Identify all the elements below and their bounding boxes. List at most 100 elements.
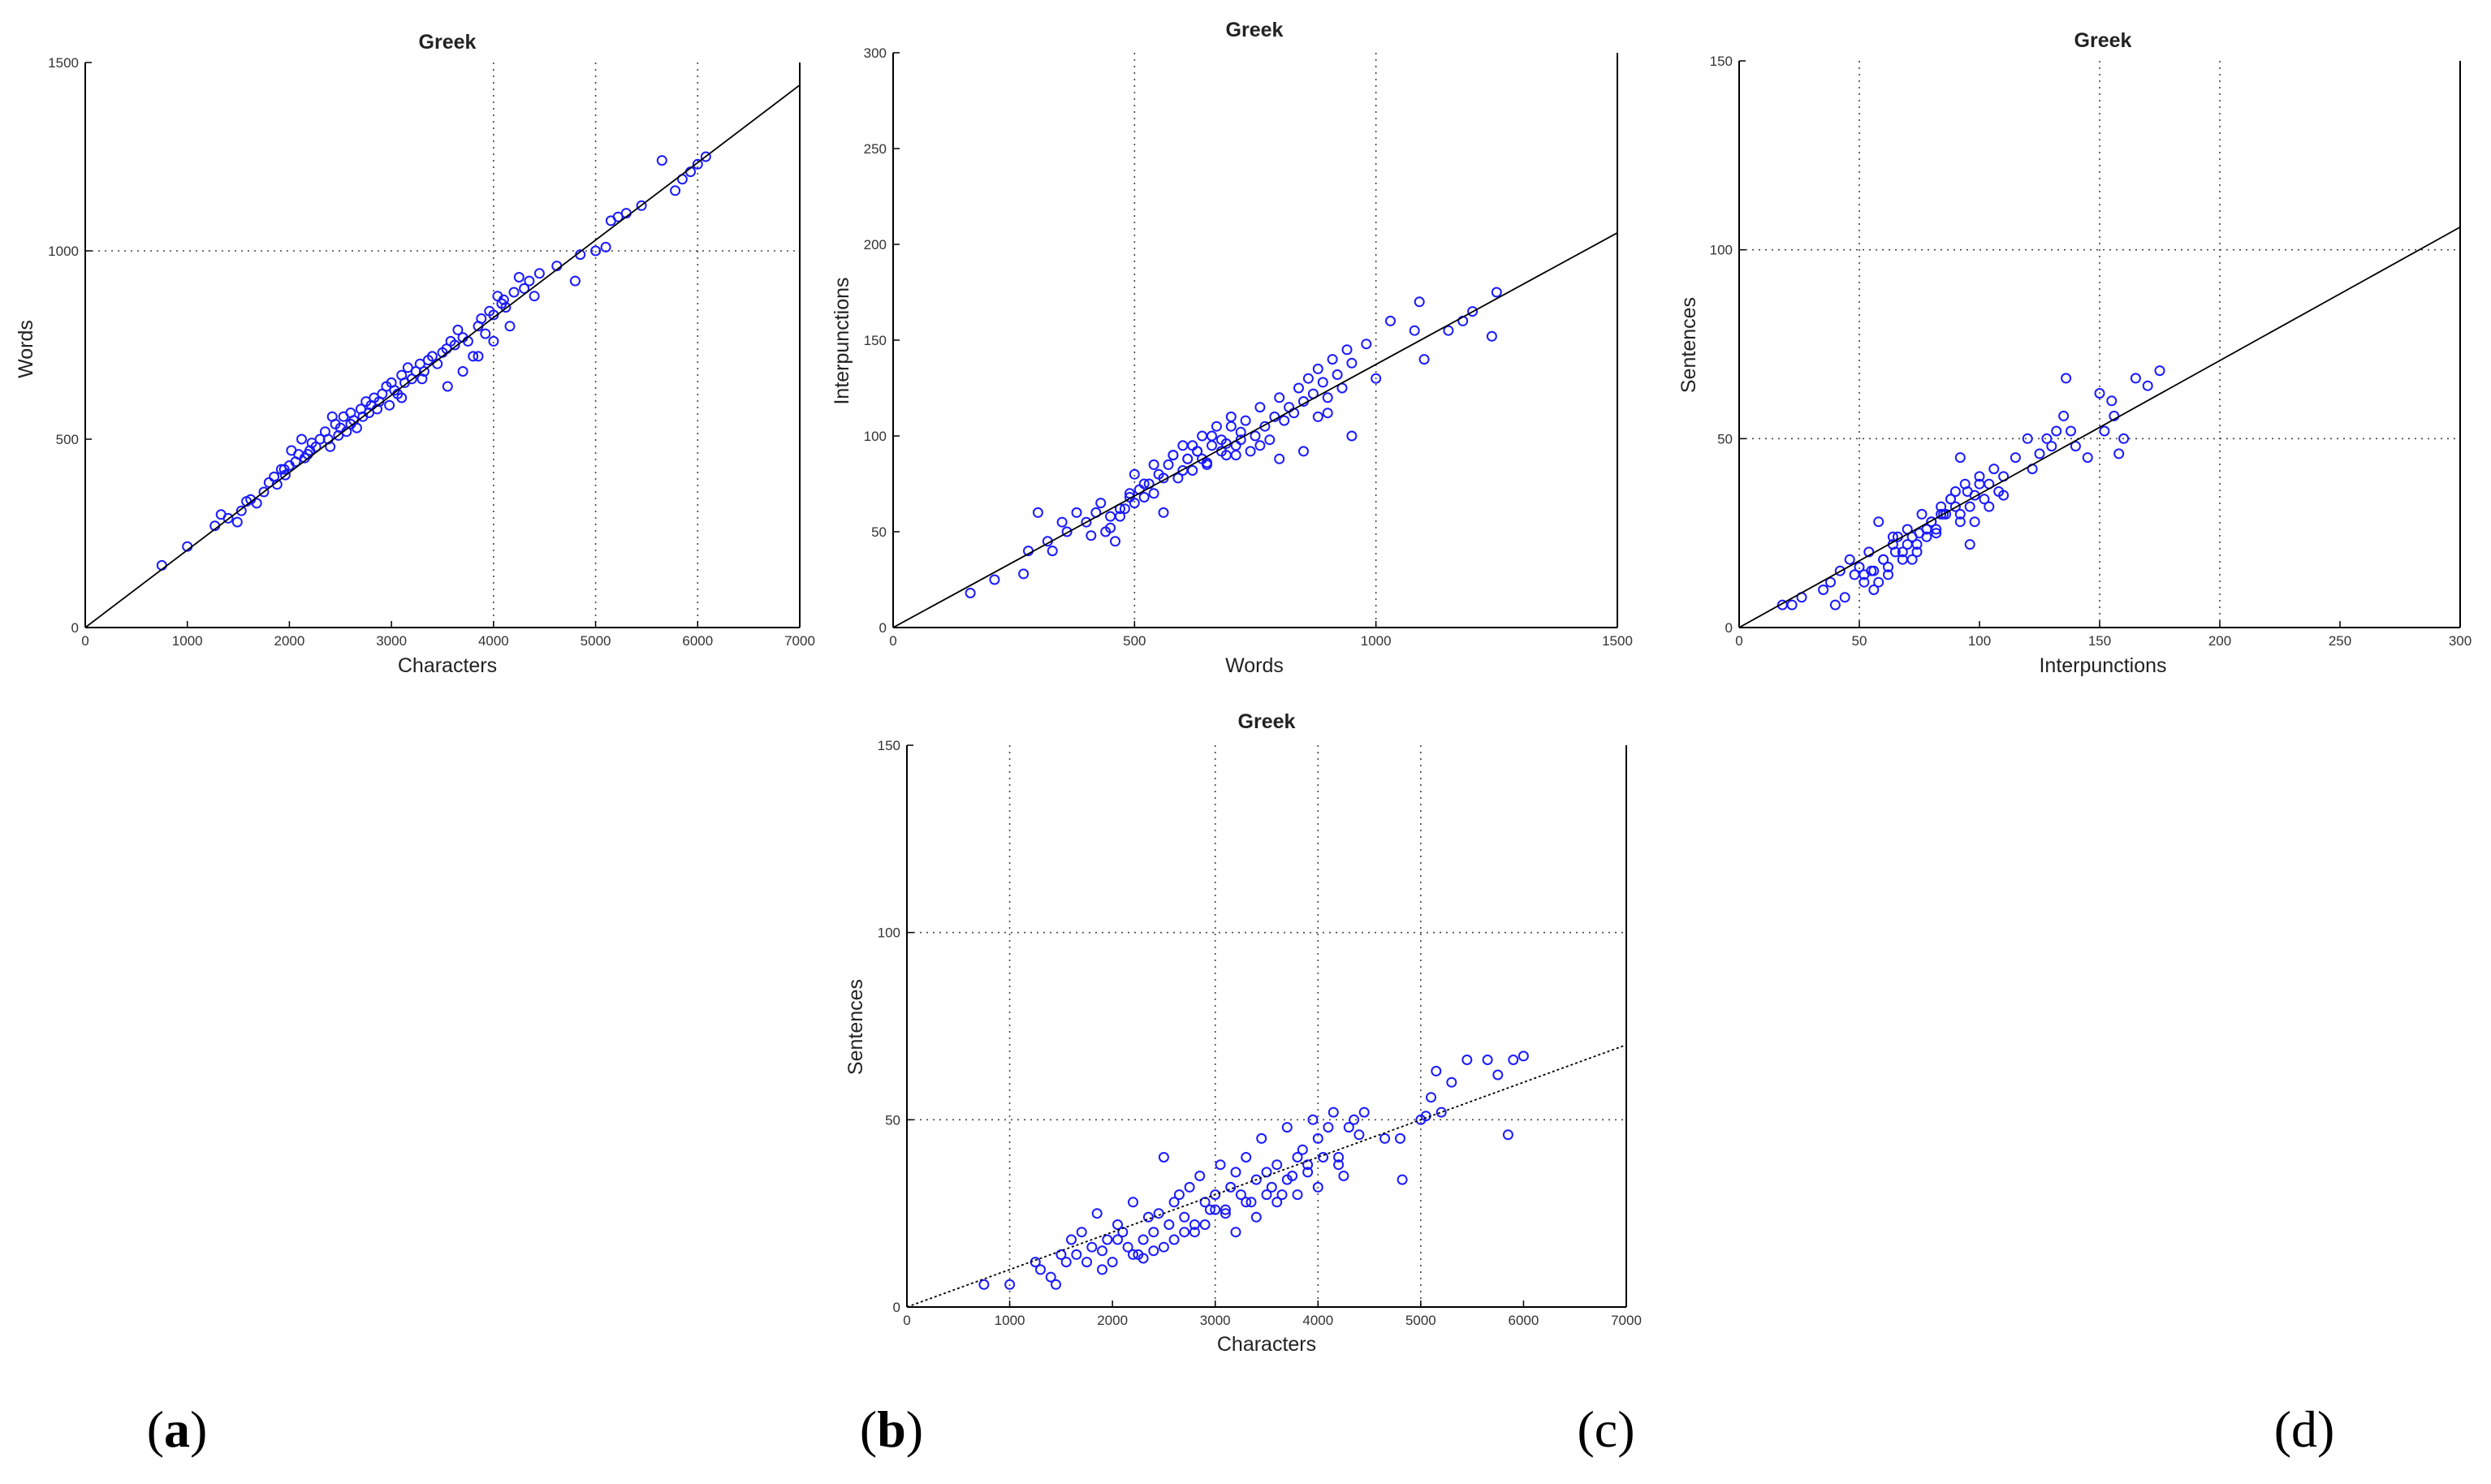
data-point (1102, 1234, 1113, 1245)
data-point (1189, 1219, 1200, 1230)
data-point (1312, 411, 1323, 422)
data-point (1508, 1055, 1519, 1065)
data-point (1988, 464, 2000, 475)
data-point (1047, 546, 1058, 557)
data-point (1261, 1167, 1272, 1178)
y-tick-label: 150 (878, 738, 900, 753)
data-point (1095, 498, 1107, 509)
data-point (1194, 1171, 1206, 1181)
y-tick-label: 100 (1710, 243, 1733, 258)
x-axis-title: Characters (398, 654, 497, 677)
data-point (1332, 369, 1343, 380)
y-tick-label: 250 (864, 141, 887, 157)
data-point (1897, 546, 1908, 558)
data-point (1189, 1227, 1200, 1238)
data-point (1266, 1181, 1277, 1193)
data-point (508, 287, 520, 298)
chart-words-vs-characters: Greek Characters Words 0 1000 2000 3000 4000… (15, 31, 815, 677)
data-point (279, 469, 291, 481)
data-point (1060, 1257, 1072, 1268)
y-tick-label: 200 (864, 237, 887, 252)
data-point (1954, 452, 1966, 464)
data-point (692, 158, 703, 170)
x-tick-label: 0 (81, 633, 89, 649)
data-point (1112, 1234, 1123, 1245)
data-point (1292, 1152, 1303, 1163)
data-point (1184, 1181, 1195, 1193)
data-point (1346, 430, 1358, 442)
y-tick-label: 50 (871, 524, 887, 540)
data-point (1187, 440, 1198, 451)
grid-lines (85, 63, 800, 628)
data-point (1281, 1174, 1293, 1185)
data-point (1235, 426, 1246, 438)
x-tick-label: 5000 (1405, 1313, 1436, 1328)
y-tick-label: 100 (864, 429, 887, 444)
data-point (1486, 330, 1497, 342)
data-point (1343, 1122, 1354, 1133)
data-point (1207, 440, 1217, 451)
x-tick-label: 7000 (1611, 1313, 1642, 1328)
data-point (1902, 539, 1913, 550)
data-point (1105, 511, 1116, 522)
scatter-points (156, 151, 711, 571)
data-point (1158, 507, 1169, 518)
data-point (1128, 1249, 1138, 1260)
fit-line (1738, 226, 2461, 628)
data-point (1361, 339, 1372, 350)
x-tick-label: 2000 (1097, 1313, 1128, 1328)
data-point (1142, 1211, 1154, 1223)
x-axis-title: Interpunctions (2039, 654, 2166, 677)
chart-title: Greek (419, 31, 477, 54)
data-point (2106, 395, 2118, 407)
data-point (1119, 503, 1130, 515)
data-point (1461, 1055, 1473, 1065)
data-point (519, 283, 530, 294)
data-point (1172, 472, 1184, 484)
regression-line (892, 232, 1618, 628)
data-point (2070, 441, 2081, 452)
chart-interpunctions-vs-words: Greek Words Interpunctions 0 500 1000 15000… (831, 19, 1633, 677)
data-point (1863, 546, 1875, 558)
data-point (1889, 546, 1901, 558)
x-tick-label: 7000 (784, 633, 815, 649)
data-point (1138, 1253, 1149, 1264)
data-point (2118, 433, 2130, 444)
y-axis-title: Words (15, 320, 37, 378)
data-point (1177, 465, 1189, 476)
data-point (1949, 501, 1961, 512)
data-point (473, 351, 484, 362)
data-point (231, 516, 243, 528)
data-point (2109, 410, 2120, 421)
data-point (1786, 599, 1798, 610)
data-point (529, 291, 540, 302)
data-point (468, 351, 479, 362)
data-point (1517, 1050, 1529, 1062)
data-point (1945, 494, 1956, 505)
data-point (1829, 599, 1841, 610)
data-point (1071, 1249, 1082, 1260)
data-point (1446, 1076, 1457, 1088)
panel-label-d: (d) (2274, 1400, 2335, 1458)
data-point (1379, 1132, 1391, 1144)
data-point (1998, 490, 2010, 501)
data-point (278, 464, 290, 475)
data-point (235, 505, 247, 516)
x-tick-label: 6000 (682, 633, 713, 649)
x-tick-label: 1500 (1602, 633, 1633, 649)
data-point (1259, 421, 1271, 432)
data-point (1312, 363, 1323, 374)
data-point (2046, 441, 2057, 452)
data-point (1431, 1065, 1442, 1076)
data-point (1409, 325, 1420, 336)
data-point (2154, 365, 2165, 377)
x-tick-label: 250 (2329, 633, 2351, 649)
data-point (1261, 1189, 1272, 1201)
data-point (636, 200, 647, 211)
data-point (1254, 440, 1266, 451)
grid-lines (1133, 53, 1377, 628)
data-point (1210, 1204, 1221, 1215)
scatter-points (978, 1050, 1529, 1290)
data-point (1883, 569, 1893, 580)
data-point (1254, 402, 1266, 413)
